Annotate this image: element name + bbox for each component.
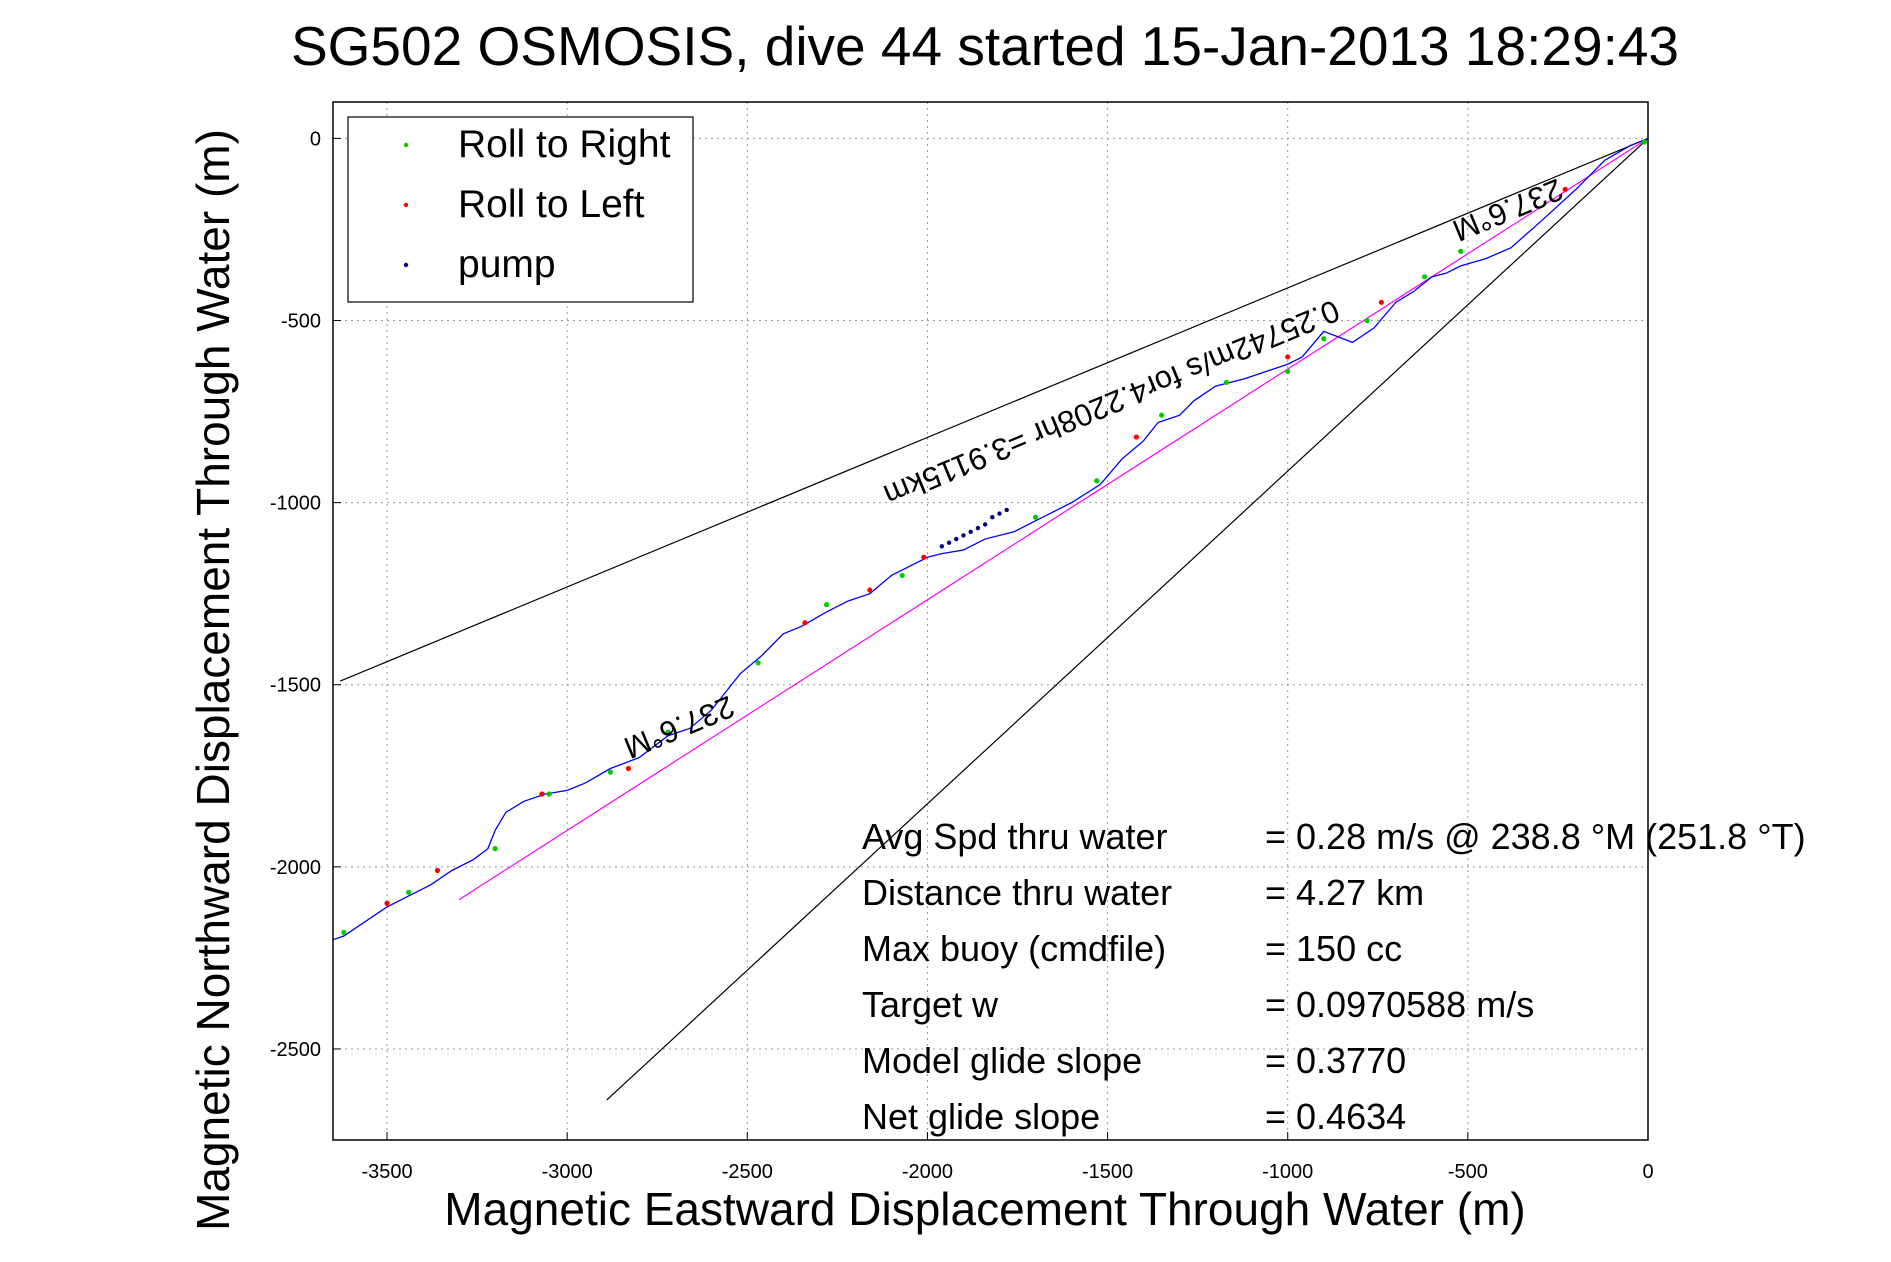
x-tick-label: -2500 xyxy=(722,1161,773,1183)
rotated-label: 0.25742m/s for4.2208hr =3.9115km xyxy=(879,293,1345,513)
track-line xyxy=(332,137,1649,941)
marker-series xyxy=(341,139,1647,936)
roll-right-point xyxy=(1223,379,1230,386)
legend: Roll to Right Roll to Left pump xyxy=(347,116,694,303)
roll-left-point xyxy=(1133,434,1140,440)
roll-right-point xyxy=(1032,514,1039,520)
rotated-label: 237.6°M xyxy=(1448,172,1568,249)
stat-label: Model glide slope xyxy=(862,1040,1142,1081)
legend-label: Roll to Left xyxy=(458,183,645,226)
reference-line xyxy=(339,137,1649,682)
legend-box xyxy=(347,116,694,303)
legend-label: Roll to Right xyxy=(458,123,671,166)
roll-right-point xyxy=(665,729,671,735)
stat-value: = 0.4634 xyxy=(1265,1096,1406,1137)
legend-marker xyxy=(403,262,409,268)
y-tick-label: -500 xyxy=(281,311,321,333)
stat-value: = 4.27 km xyxy=(1265,872,1424,913)
pump-point xyxy=(1004,507,1009,513)
roll-left-point xyxy=(384,900,390,906)
x-tick-label: 0 xyxy=(1642,1161,1653,1183)
roll-right-point xyxy=(755,660,761,666)
pump-point xyxy=(946,540,952,545)
roll-right-point xyxy=(607,769,614,775)
roll-left-point xyxy=(1285,354,1291,360)
pump-point xyxy=(954,536,959,542)
stat-label: Target w xyxy=(862,984,999,1025)
pump-point xyxy=(961,533,966,538)
roll-right-point xyxy=(406,889,412,895)
roll-right-point xyxy=(823,602,830,608)
axis-ticks: -3500 -3000 -2500 -2000 -1500 -1000 -500 0 0 -500… xyxy=(270,128,1654,1183)
y-tick-label: -1000 xyxy=(270,493,321,515)
reference-line xyxy=(458,137,1649,901)
roll-right-point xyxy=(1321,336,1327,342)
x-tick-label: -1500 xyxy=(1082,1161,1133,1183)
y-tick-label: -1500 xyxy=(270,675,321,697)
roll-right-point xyxy=(1094,478,1100,484)
pump-point xyxy=(990,515,995,520)
roll-right-point xyxy=(1159,412,1165,418)
y-tick-label: -2000 xyxy=(270,857,321,879)
roll-right-point xyxy=(1422,274,1428,280)
stat-value: = 0.28 m/s @ 238.8 °M (251.8 °T) xyxy=(1265,816,1806,857)
roll-left-point xyxy=(802,620,808,626)
y-tick-label: -2500 xyxy=(270,1039,321,1061)
track-series xyxy=(332,137,1649,941)
x-tick-label: -3000 xyxy=(542,1161,593,1183)
y-axis-label: Magnetic Northward Displacement Through … xyxy=(187,129,239,1231)
stat-label: Net glide slope xyxy=(862,1096,1100,1137)
roll-right-point xyxy=(1364,317,1370,324)
roll-left-point xyxy=(434,867,441,874)
rotated-label: 237.6°M xyxy=(619,689,739,766)
roll-right-point xyxy=(1458,248,1464,254)
stats-annotations: Avg Spd thru water = 0.28 m/s @ 238.8 °M … xyxy=(862,816,1806,1137)
roll-left-point xyxy=(539,791,545,797)
reference-lines xyxy=(339,137,1649,1101)
roll-left-point xyxy=(1562,186,1568,193)
roll-left-point xyxy=(625,765,632,772)
roll-right-point xyxy=(1285,368,1291,375)
pump-point xyxy=(939,544,945,549)
stat-label: Avg Spd thru water xyxy=(862,816,1168,857)
legend-label: pump xyxy=(458,243,556,286)
x-tick-label: -2000 xyxy=(902,1161,953,1183)
roll-right-point xyxy=(1641,139,1647,145)
x-axis-label: Magnetic Eastward Displacement Through W… xyxy=(444,1183,1525,1235)
pump-point xyxy=(997,511,1002,516)
stat-value: = 0.3770 xyxy=(1265,1040,1406,1081)
x-tick-label: -1000 xyxy=(1262,1161,1313,1183)
stat-label: Max buoy (cmdfile) xyxy=(862,928,1166,969)
stat-label: Distance thru water xyxy=(862,872,1172,913)
y-tick-label: 0 xyxy=(310,128,321,150)
roll-left-point xyxy=(1378,299,1384,305)
reference-line xyxy=(606,137,1649,1101)
plot-frame xyxy=(332,101,1649,1141)
rotated-labels: 237.6°M 0.25742m/s for4.2208hr =3.9115km 2… xyxy=(619,172,1568,766)
x-tick-label: -3500 xyxy=(361,1161,412,1183)
legend-marker xyxy=(403,202,409,208)
roll-right-point xyxy=(341,929,347,936)
pump-point xyxy=(982,522,988,527)
pump-point xyxy=(975,525,981,531)
pump-point xyxy=(968,529,973,534)
legend-marker xyxy=(403,142,409,148)
roll-right-point xyxy=(492,846,498,852)
roll-left-point xyxy=(867,587,873,593)
stat-value: = 150 cc xyxy=(1265,928,1402,969)
roll-right-point xyxy=(899,572,905,579)
stat-value: = 0.0970588 m/s xyxy=(1265,984,1534,1025)
roll-left-point xyxy=(921,554,927,560)
chart-title: SG502 OSMOSIS, dive 44 started 15-Jan-20… xyxy=(291,15,1679,77)
grid xyxy=(333,102,1648,1140)
x-tick-label: -500 xyxy=(1448,1161,1488,1183)
roll-right-point xyxy=(546,791,552,797)
